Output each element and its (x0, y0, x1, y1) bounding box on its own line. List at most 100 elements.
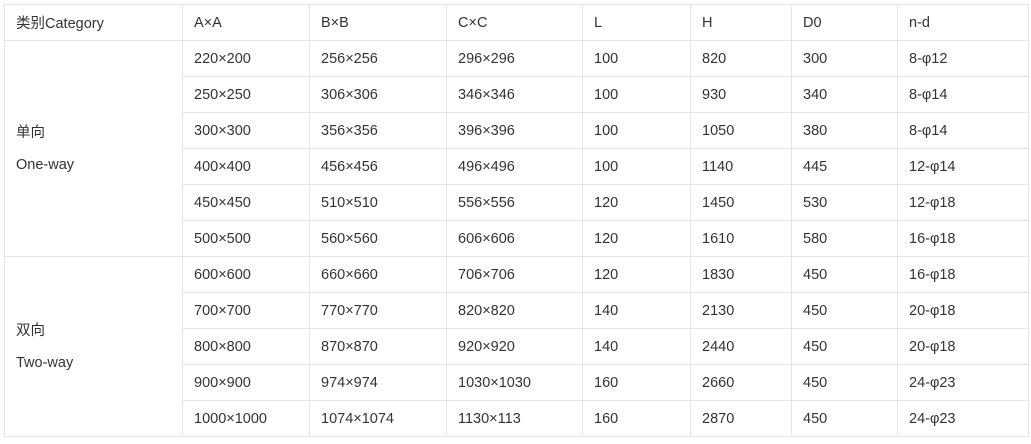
table-cell: 8-φ14 (897, 112, 1029, 149)
table-cell: 1074×1074 (309, 400, 447, 437)
table-row: 800×800 870×870 920×920 140 2440 450 20-φ18 (5, 328, 1029, 365)
table-cell: 530 (791, 184, 898, 221)
category-label-en: Two-way (16, 354, 74, 371)
table-cell: 1130×113 (446, 400, 583, 437)
table-cell: 820×820 (446, 292, 583, 329)
table-cell: 450 (791, 364, 898, 401)
table-cell: 346×346 (446, 76, 583, 113)
table-cell: 356×356 (309, 112, 447, 149)
table-cell: 770×770 (309, 292, 447, 329)
table-cell: 24-φ23 (897, 364, 1029, 401)
table-row: 900×900 974×974 1030×1030 160 2660 450 24-φ23 (5, 364, 1029, 401)
table-cell: 24-φ23 (897, 400, 1029, 437)
table-cell: 500×500 (182, 220, 310, 257)
category-cell: 双向 Two-way (4, 256, 183, 437)
column-header: n-d (897, 4, 1029, 41)
table-cell: 1450 (690, 184, 792, 221)
table-cell: 900×900 (182, 364, 310, 401)
table-cell: 400×400 (182, 148, 310, 185)
table-cell: 2130 (690, 292, 792, 329)
table-cell: 496×496 (446, 148, 583, 185)
column-header: C×C (446, 4, 583, 41)
table-cell: 700×700 (182, 292, 310, 329)
table-cell: 450 (791, 292, 898, 329)
table-cell: 20-φ18 (897, 292, 1029, 329)
table-cell: 2660 (690, 364, 792, 401)
table-cell: 606×606 (446, 220, 583, 257)
table-cell: 100 (582, 40, 691, 77)
category-cell: 单向 One-way (4, 40, 183, 257)
column-header: A×A (182, 4, 310, 41)
table-cell: 974×974 (309, 364, 447, 401)
table-cell: 1830 (690, 256, 792, 293)
table-cell: 396×396 (446, 112, 583, 149)
table-cell: 600×600 (182, 256, 310, 293)
table-cell: 256×256 (309, 40, 447, 77)
table-cell: 8-φ14 (897, 76, 1029, 113)
table-cell: 296×296 (446, 40, 583, 77)
table-cell: 820 (690, 40, 792, 77)
table-cell: 12-φ14 (897, 148, 1029, 185)
column-header: H (690, 4, 792, 41)
table-row: 400×400 456×456 496×496 100 1140 445 12-φ14 (5, 148, 1029, 185)
table-row: 1000×1000 1074×1074 1130×113 160 2870 450 24-φ… (5, 400, 1029, 437)
table-cell: 300 (791, 40, 898, 77)
table-cell: 556×556 (446, 184, 583, 221)
table-cell: 450 (791, 400, 898, 437)
table-cell: 306×306 (309, 76, 447, 113)
table-cell: 120 (582, 184, 691, 221)
table-cell: 870×870 (309, 328, 447, 365)
table-cell: 1050 (690, 112, 792, 149)
table-row: 单向 One-way 220×200 256×256 296×296 100 820 300 8… (4, 40, 1029, 257)
table-cell: 220×200 (182, 40, 310, 77)
column-header: L (582, 4, 691, 41)
table-cell: 800×800 (182, 328, 310, 365)
table-cell: 8-φ12 (897, 40, 1029, 77)
table-cell: 930 (690, 76, 792, 113)
table-cell: 100 (582, 76, 691, 113)
table-cell: 20-φ18 (897, 328, 1029, 365)
table-cell: 100 (582, 112, 691, 149)
table-cell: 140 (582, 292, 691, 329)
table-cell: 300×300 (182, 112, 310, 149)
table-row: 300×300 356×356 396×396 100 1050 380 8-φ14 (5, 112, 1029, 149)
table-row: 700×700 770×770 820×820 140 2130 450 20-φ18 (5, 292, 1029, 329)
table-row: 450×450 510×510 556×556 120 1450 530 12-φ18 (5, 184, 1029, 221)
table-cell: 100 (582, 148, 691, 185)
table-cell: 250×250 (182, 76, 310, 113)
table-cell: 16-φ18 (897, 256, 1029, 293)
table-cell: 12-φ18 (897, 184, 1029, 221)
table-cell: 450×450 (182, 184, 310, 221)
table-cell: 456×456 (309, 148, 447, 185)
category-label-en: One-way (16, 156, 75, 173)
category-label-cn: 双向 (16, 322, 45, 339)
table-cell: 450 (791, 256, 898, 293)
category-label-cn: 单向 (16, 124, 45, 141)
table-cell: 560×560 (309, 220, 447, 257)
table-cell: 140 (582, 328, 691, 365)
table-cell: 2870 (690, 400, 792, 437)
table-cell: 1140 (690, 148, 792, 185)
table-cell: 660×660 (309, 256, 447, 293)
table-cell: 920×920 (446, 328, 583, 365)
table-cell: 380 (791, 112, 898, 149)
table-cell: 120 (582, 256, 691, 293)
table-cell: 120 (582, 220, 691, 257)
table-cell: 16-φ18 (897, 220, 1029, 257)
table-cell: 1030×1030 (446, 364, 583, 401)
table-cell: 580 (791, 220, 898, 257)
table-cell: 706×706 (446, 256, 583, 293)
column-header: B×B (309, 4, 447, 41)
table-cell: 510×510 (309, 184, 447, 221)
table-cell: 1000×1000 (182, 400, 310, 437)
spec-table: 类别Category A×A B×B C×C L H D0 n-d 单向 One-way 220×2… (4, 4, 1029, 437)
table-cell: 2440 (690, 328, 792, 365)
header-row: 类别Category A×A B×B C×C L H D0 n-d (4, 4, 1029, 41)
table-cell: 160 (582, 364, 691, 401)
table-cell: 340 (791, 76, 898, 113)
table-row: 双向 Two-way 600×600 660×660 706×706 120 1830 450… (4, 256, 1029, 437)
table-row: 250×250 306×306 346×346 100 930 340 8-φ14 (5, 76, 1029, 113)
table-cell: 450 (791, 328, 898, 365)
table-cell: 160 (582, 400, 691, 437)
column-header: D0 (791, 4, 898, 41)
